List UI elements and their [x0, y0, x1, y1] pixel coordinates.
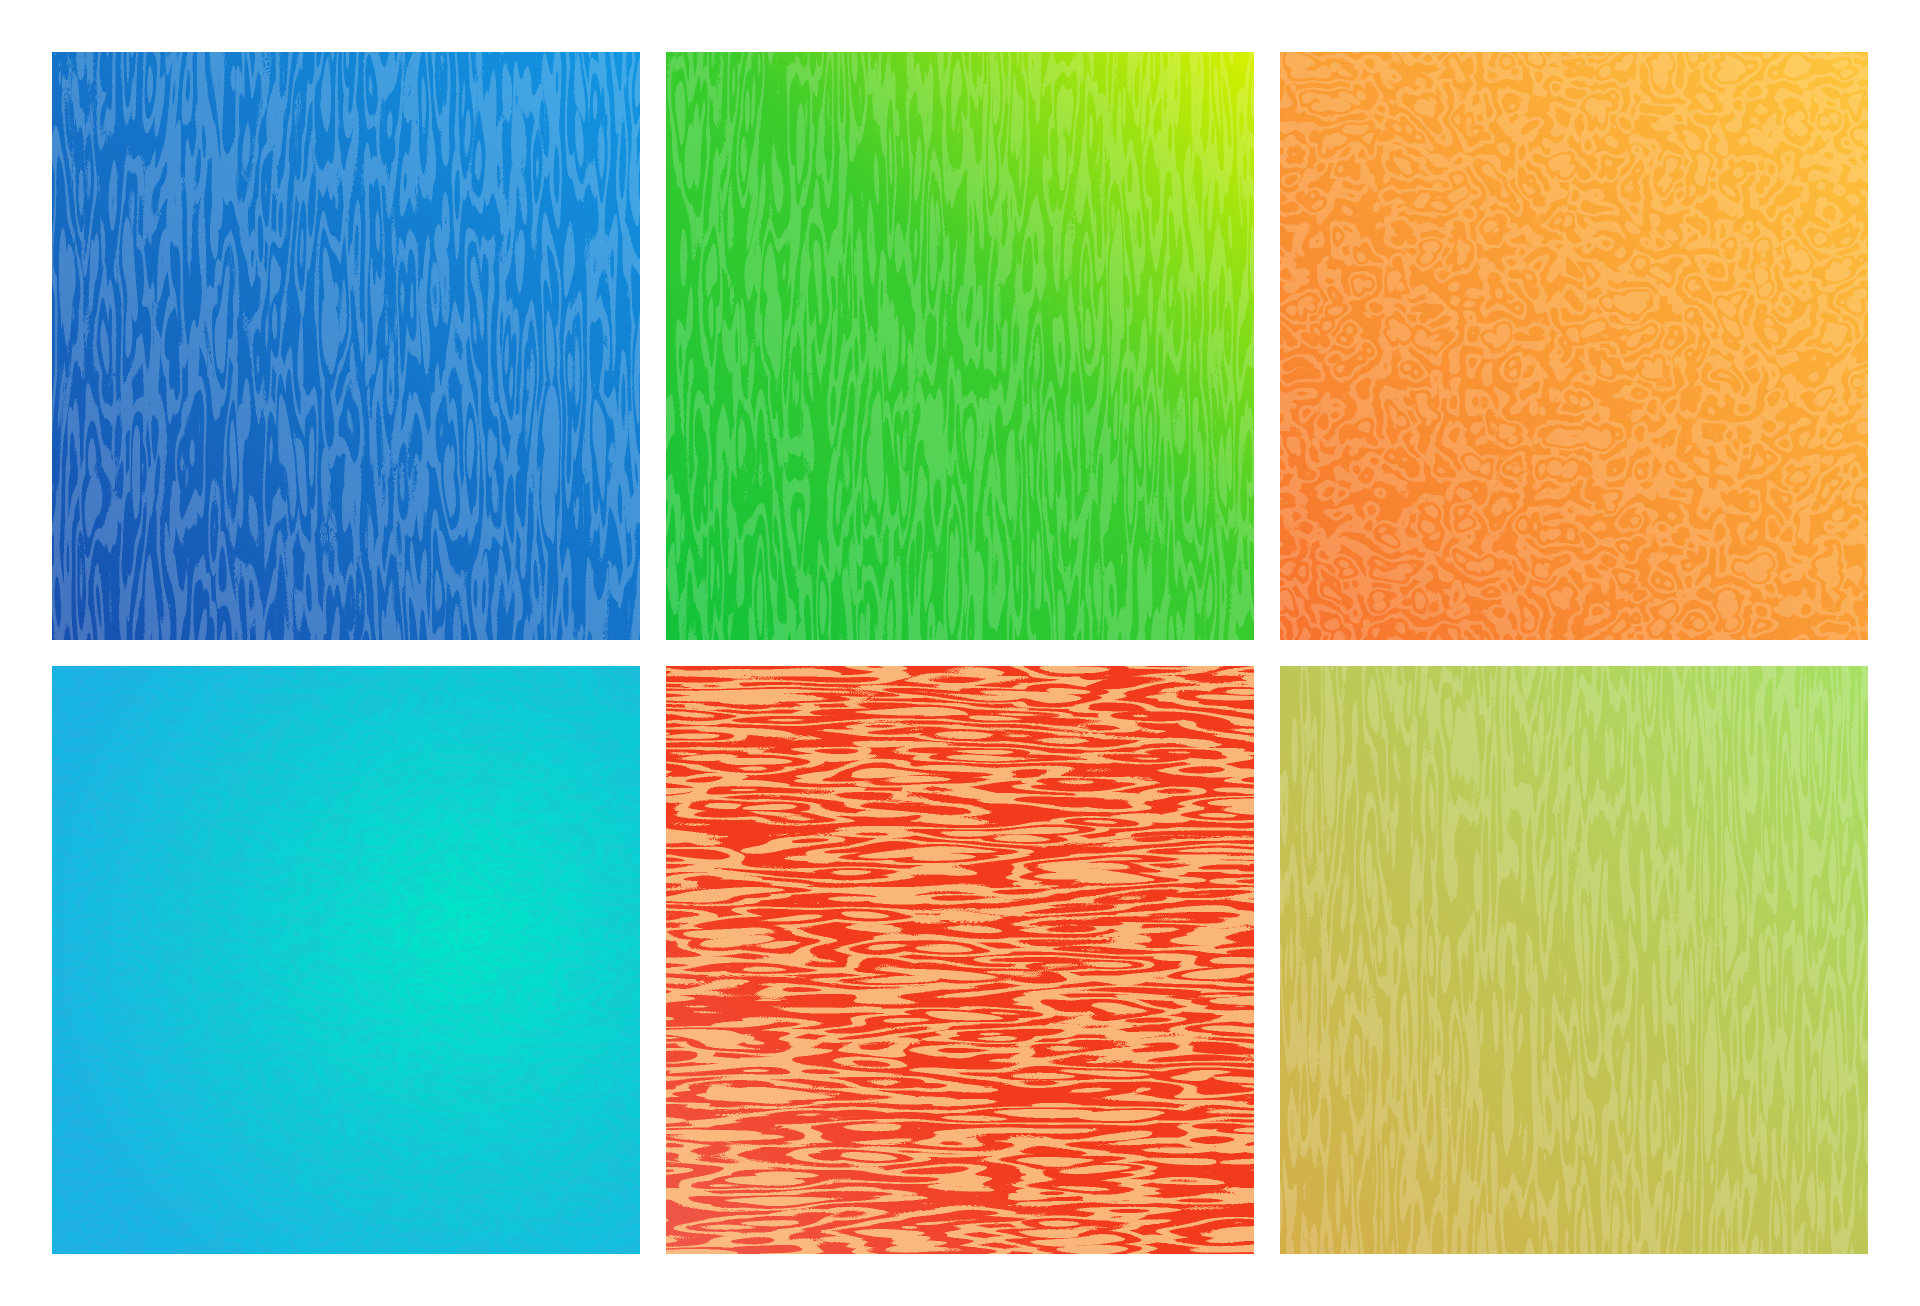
- lime-labyrinth-tile: [1280, 666, 1868, 1254]
- orange-labyrinth-tile: [1280, 52, 1868, 640]
- green-labyrinth-tile: [666, 52, 1254, 640]
- labyrinth-pattern: [1280, 52, 1868, 640]
- labyrinth-pattern: [666, 666, 1254, 1254]
- labyrinth-pattern: [666, 52, 1254, 640]
- labyrinth-pattern: [52, 666, 640, 1254]
- cyan-labyrinth-tile: [52, 666, 640, 1254]
- labyrinth-pattern: [52, 52, 640, 640]
- blue-labyrinth-tile: [52, 52, 640, 640]
- red-labyrinth-tile: [666, 666, 1254, 1254]
- labyrinth-pattern: [1280, 666, 1868, 1254]
